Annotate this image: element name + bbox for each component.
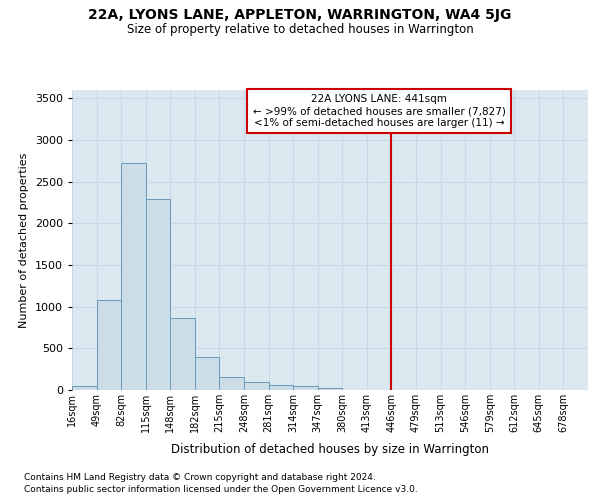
Text: Contains public sector information licensed under the Open Government Licence v3: Contains public sector information licen…	[24, 485, 418, 494]
Bar	[195, 356, 220, 390]
Bar	[269, 384, 293, 390]
Bar	[146, 199, 170, 390]
Text: Contains HM Land Registry data © Crown copyright and database right 2024.: Contains HM Land Registry data © Crown c…	[24, 472, 376, 482]
Bar	[293, 386, 318, 390]
Bar	[244, 382, 269, 390]
Text: 22A LYONS LANE: 441sqm
← >99% of detached houses are smaller (7,827)
<1% of semi: 22A LYONS LANE: 441sqm ← >99% of detache…	[253, 94, 505, 128]
Bar	[72, 386, 97, 390]
Text: 22A, LYONS LANE, APPLETON, WARRINGTON, WA4 5JG: 22A, LYONS LANE, APPLETON, WARRINGTON, W…	[88, 8, 512, 22]
Bar	[121, 164, 146, 390]
Bar	[318, 388, 342, 390]
Bar	[97, 300, 121, 390]
Bar	[220, 376, 244, 390]
Bar	[170, 318, 195, 390]
Text: Size of property relative to detached houses in Warrington: Size of property relative to detached ho…	[127, 22, 473, 36]
Text: Distribution of detached houses by size in Warrington: Distribution of detached houses by size …	[171, 442, 489, 456]
Y-axis label: Number of detached properties: Number of detached properties	[19, 152, 29, 328]
